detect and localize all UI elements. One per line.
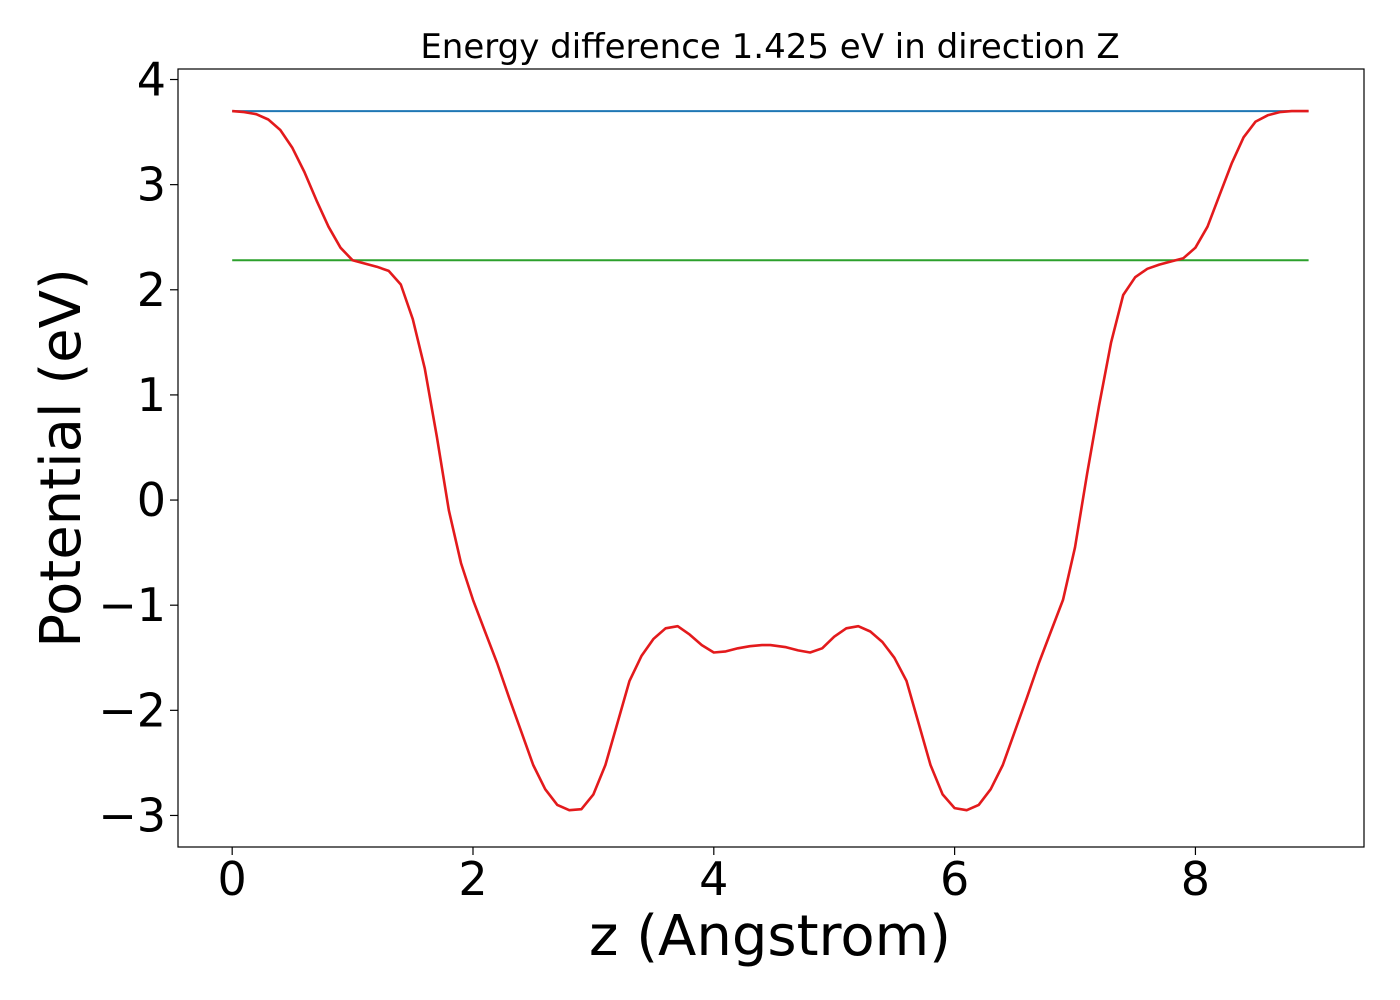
y-axis-ticks: 4 3 2 1 0 −1 −2 −3 [98, 53, 178, 842]
x-tick-label: 4 [699, 852, 728, 906]
y-tick-label: 4 [137, 53, 166, 107]
y-tick-label: −1 [98, 578, 166, 632]
y-tick-label: 3 [137, 158, 166, 212]
y-tick-label: −3 [98, 788, 166, 842]
x-axis-label: z (Angstrom) [589, 904, 951, 969]
x-tick-label: 8 [1181, 852, 1210, 906]
x-tick-label: 0 [218, 852, 247, 906]
x-axis-ticks: 0 2 4 6 8 [218, 847, 1210, 906]
x-tick-label: 6 [940, 852, 969, 906]
y-axis-label: Potential (eV) [29, 268, 94, 648]
chart-title: Energy difference 1.425 eV in direction … [420, 27, 1119, 67]
y-tick-label: 1 [137, 368, 166, 422]
y-tick-label: 0 [137, 473, 166, 527]
y-tick-label: 2 [137, 263, 166, 317]
y-tick-label: −2 [98, 683, 166, 737]
plot-frame [177, 68, 1365, 848]
plot-lines [232, 109, 1309, 812]
series-line-2 [232, 109, 1309, 812]
x-tick-label: 2 [458, 852, 487, 906]
